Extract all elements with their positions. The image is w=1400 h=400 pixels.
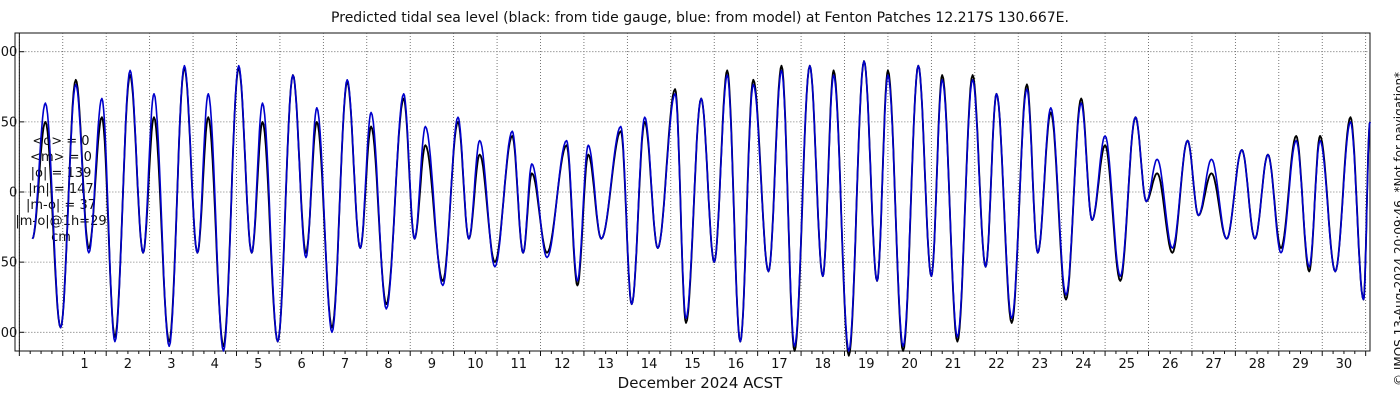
x-tick-label: 22 xyxy=(988,357,1005,372)
x-tick-label: 3 xyxy=(167,357,175,372)
x-tick-label: 23 xyxy=(1032,357,1049,372)
x-tick-label: 25 xyxy=(1119,357,1136,372)
stat-mean-model: <m> = 0 xyxy=(30,150,92,165)
stat-mean-observed: <o> = 0 xyxy=(32,134,90,149)
x-tick-label: 13 xyxy=(597,357,614,372)
y-tick-label: 300 xyxy=(0,45,17,60)
observed-series-line xyxy=(31,60,1371,357)
x-tick-label: 4 xyxy=(211,357,219,372)
x-tick-label: 8 xyxy=(384,357,392,372)
x-tick-label: 15 xyxy=(684,357,701,372)
y-tick-label: -300 xyxy=(0,326,17,341)
x-tick-label: 19 xyxy=(858,357,875,372)
x-tick-label: 14 xyxy=(641,357,658,372)
stat-abs-diff-1h: |m-o|@1h=29 xyxy=(15,214,107,229)
x-tick-label: 18 xyxy=(815,357,832,372)
x-tick-label: 30 xyxy=(1336,357,1353,372)
stat-abs-observed: |o| = 139 xyxy=(30,166,92,181)
statistics-panel: <o> = 0 <m> = 0 |o| = 139 |m| = 147 |m-o… xyxy=(0,134,122,246)
grid-layer xyxy=(18,33,1370,351)
copyright-notice: © IMOS 13-Aug-2024 20:09:46. *Not for na… xyxy=(1392,71,1400,386)
x-tick-label: 10 xyxy=(467,357,484,372)
stat-abs-model: |m| = 147 xyxy=(28,182,94,197)
y-tick-label: 150 xyxy=(0,115,17,130)
x-tick-label: 6 xyxy=(297,357,305,372)
x-tick-label: 5 xyxy=(254,357,262,372)
axis-layer: -300-15001503001234567891011121314151617… xyxy=(0,33,1367,372)
x-axis-label: December 2024 ACST xyxy=(617,374,783,392)
stat-abs-diff: |m-o| = 37 xyxy=(25,198,96,213)
x-tick-label: 20 xyxy=(901,357,918,372)
x-tick-label: 24 xyxy=(1075,357,1092,372)
x-tick-label: 11 xyxy=(511,357,528,372)
chart-title: Predicted tidal sea level (black: from t… xyxy=(331,10,1069,26)
x-tick-label: 7 xyxy=(341,357,349,372)
x-tick-label: 9 xyxy=(428,357,436,372)
x-tick-label: 28 xyxy=(1249,357,1266,372)
x-tick-label: 29 xyxy=(1292,357,1309,372)
x-tick-label: 12 xyxy=(554,357,571,372)
x-tick-label: 27 xyxy=(1205,357,1222,372)
x-tick-label: 2 xyxy=(124,357,132,372)
y-tick-label: 0 xyxy=(9,186,17,201)
y-tick-label: -150 xyxy=(0,256,17,271)
x-tick-label: 1 xyxy=(80,357,88,372)
x-tick-label: 21 xyxy=(945,357,962,372)
series-layer xyxy=(31,60,1371,357)
x-tick-label: 26 xyxy=(1162,357,1179,372)
model-series-line xyxy=(31,60,1371,352)
x-tick-label: 17 xyxy=(771,357,788,372)
x-tick-label: 16 xyxy=(728,357,745,372)
